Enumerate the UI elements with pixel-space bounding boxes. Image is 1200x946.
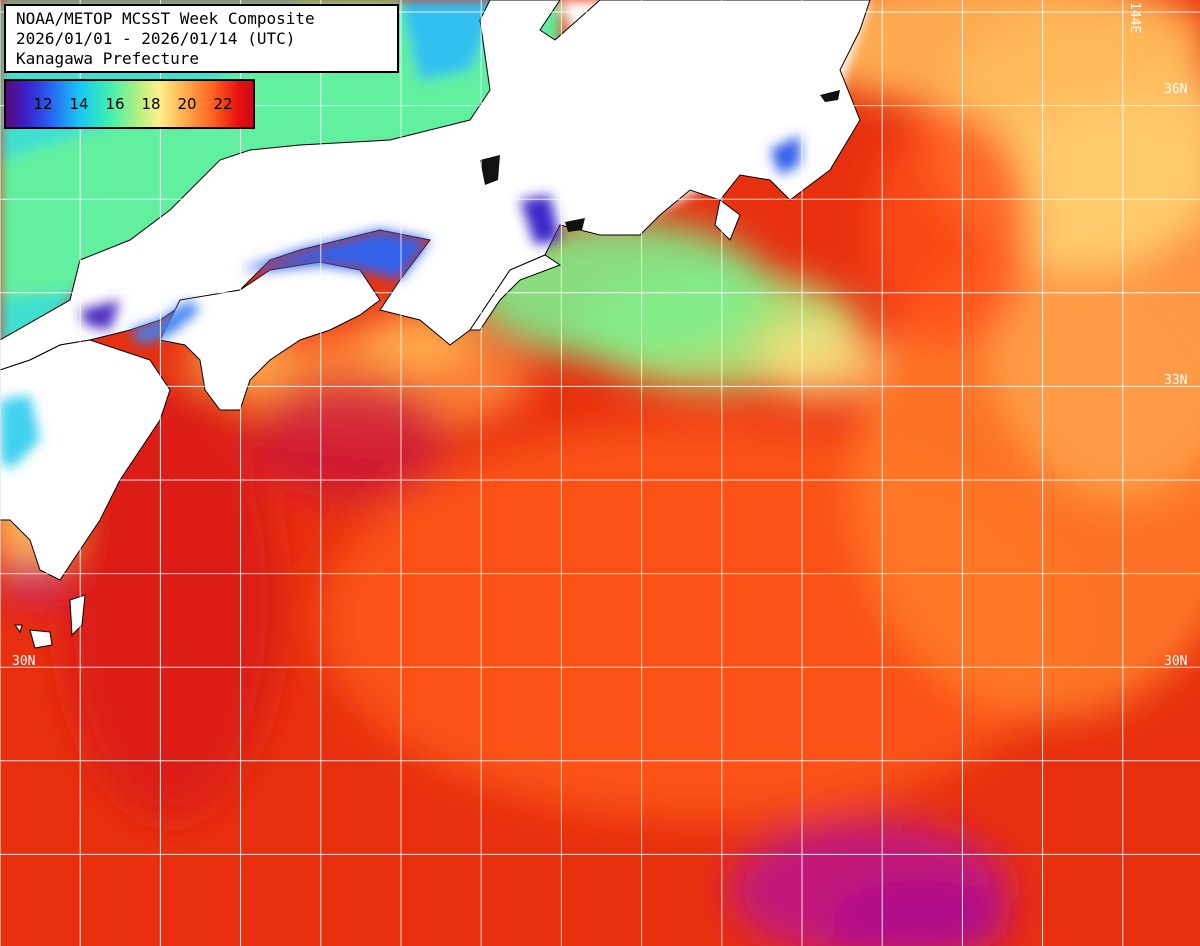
land [0,0,871,649]
title-line-2: 2026/01/01 - 2026/01/14 (UTC) [16,29,296,48]
seto-inland-sea [80,230,430,345]
bays [0,135,800,470]
grid-label-lon-144e: 144E [1127,2,1142,34]
colorbar-tick: 14 [69,95,89,113]
colorbar-tick: 22 [213,95,233,113]
colorbar-tick: 16 [105,95,125,113]
grid-label-lat-30n-right: 30N [1164,654,1188,669]
grid-label-lat-33n: 33N [1164,373,1188,388]
colorbar-tick: 12 [33,95,53,113]
title-line-3: Kanagawa Prefecture [16,49,200,68]
grid-label-lon-136e: 136E [485,2,500,34]
temperature-colorbar: 12 14 16 18 20 22 [4,79,255,129]
land-izu [714,199,741,241]
land-yakushima [29,629,53,649]
title-line-1: NOAA/METOP MCSST Week Composite [16,9,315,28]
grid-label-lat-33: 33 [12,373,28,388]
colorbar-tick: 18 [141,95,161,113]
colorbar-tick: 20 [177,95,197,113]
land-kyushu [0,339,171,581]
title-box: NOAA/METOP MCSST Week Composite 2026/01/… [4,4,399,73]
land-island-small [14,624,23,634]
land-kii [469,254,562,331]
grid-label-lat-30n-left: 30N [12,654,36,669]
lakes [480,90,840,232]
grid-label-lat-36n: 36N [1164,82,1188,97]
